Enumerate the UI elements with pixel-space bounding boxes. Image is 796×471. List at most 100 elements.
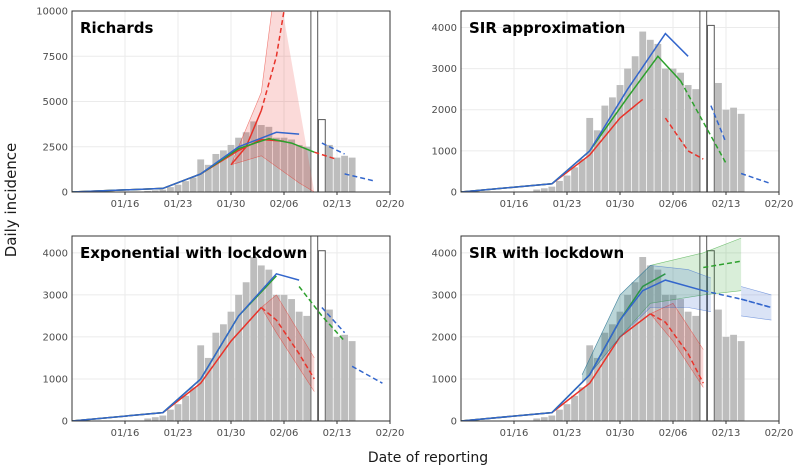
- red-band-upper-line: [261, 294, 315, 359]
- x-tick-label: 02/13: [712, 199, 741, 210]
- plot-content: [461, 236, 772, 421]
- panel-frame: [460, 235, 780, 422]
- red-projection-line: [260, 306, 315, 380]
- bar: [677, 72, 684, 192]
- bar: [609, 97, 616, 192]
- red-band-lower-line: [261, 307, 315, 392]
- y-tick-label: 10000: [36, 7, 68, 18]
- bar: [288, 299, 295, 421]
- outlined-bar: [699, 11, 708, 192]
- bar: [601, 105, 609, 192]
- x-tick-label: 02/06: [659, 428, 688, 439]
- red-projection-line: [314, 151, 338, 161]
- outlined-bar: [317, 250, 326, 421]
- x-tick-label: 01/30: [217, 428, 246, 439]
- y-tick-label: 3000: [432, 290, 457, 301]
- bar: [662, 68, 669, 192]
- bar: [159, 415, 167, 421]
- y-tick-label: 0: [451, 417, 457, 428]
- outlined-bar: [706, 24, 715, 192]
- bar: [265, 269, 273, 421]
- bar: [303, 315, 311, 421]
- bar: [677, 299, 684, 421]
- x-tick-label: 01/30: [217, 199, 246, 210]
- bar: [654, 269, 662, 421]
- bar: [624, 294, 631, 421]
- blue-projection-line: [740, 298, 772, 309]
- outlined-bar: [706, 250, 715, 421]
- bar: [159, 189, 167, 192]
- bar: [684, 311, 692, 421]
- bar: [144, 418, 152, 421]
- bar: [715, 82, 722, 192]
- y-tick-label: 2500: [43, 142, 68, 153]
- y-tick-label: 3000: [43, 290, 68, 301]
- x-axis-label: Date of reporting: [368, 450, 488, 466]
- panel-2: 0 1000 2000 3000 4000 01/16 01/23 01/30 02/06 02/…: [432, 10, 793, 210]
- x-tick-label: 01/16: [500, 428, 529, 439]
- blue-fit-line: [72, 131, 300, 192]
- panel-title: SIR with lockdown: [469, 244, 624, 262]
- red-band-lower-line: [650, 313, 704, 388]
- y-tick-label: 0: [62, 417, 68, 428]
- bar: [242, 282, 250, 421]
- panel-4: 0 1000 2000 3000 4000 01/16 01/23 01/30 02/06 02/…: [432, 235, 794, 439]
- bar: [212, 332, 220, 421]
- plot-content: [72, 11, 376, 192]
- bar: [257, 125, 265, 192]
- bar: [333, 157, 341, 192]
- bar: [204, 357, 212, 421]
- bar: [556, 180, 563, 192]
- y-tick-label: 5000: [43, 97, 68, 108]
- outlined-bar: [310, 236, 319, 421]
- bar: [631, 282, 639, 421]
- bar: [722, 336, 730, 421]
- x-tick-label: 01/16: [500, 199, 529, 210]
- bar: [333, 336, 341, 421]
- x-tick-label: 01/23: [553, 428, 582, 439]
- bar: [348, 341, 356, 421]
- bar: [288, 139, 295, 192]
- red-projection-line: [649, 313, 704, 384]
- blue-projection-line: [321, 142, 345, 155]
- x-tick-label: 02/20: [765, 428, 794, 439]
- bar: [257, 265, 265, 421]
- bar: [204, 164, 212, 192]
- bar: [197, 159, 205, 192]
- x-tick-label: 02/20: [376, 199, 405, 210]
- bar: [174, 404, 182, 421]
- blue-projection-line: [710, 105, 727, 143]
- x-tick-label: 02/06: [270, 199, 299, 210]
- blue-projection-line: [351, 365, 383, 384]
- y-axis-label: Daily incidence: [2, 143, 20, 258]
- bar: [593, 357, 601, 421]
- red-uncertainty-band: [650, 303, 704, 388]
- green-projection-line: [298, 286, 346, 342]
- x-tick-label: 01/16: [111, 199, 140, 210]
- bar: [174, 184, 182, 192]
- bar: [280, 137, 288, 192]
- bar: [295, 311, 303, 421]
- green-projection-line: [703, 260, 742, 269]
- bar: [578, 387, 586, 421]
- y-tick-label: 2000: [43, 332, 68, 343]
- bar: [548, 186, 556, 192]
- bar: [646, 265, 654, 421]
- x-tick-label: 01/23: [164, 428, 193, 439]
- blue-uncertainty-band: [741, 286, 772, 321]
- x-tick-label: 01/30: [606, 199, 635, 210]
- panel-frame: [71, 235, 391, 422]
- panel-title: Richards: [80, 19, 154, 37]
- bar: [616, 85, 624, 192]
- y-tick-label: 3000: [432, 64, 457, 75]
- panel-frame: [460, 10, 780, 193]
- bar: [348, 157, 356, 192]
- blue-fit-line: [461, 279, 704, 421]
- plot-content: [72, 236, 383, 421]
- bar: [737, 341, 745, 421]
- bar: [593, 130, 601, 192]
- x-tick-label: 01/23: [553, 199, 582, 210]
- y-tick-label: 1000: [43, 374, 68, 385]
- bar: [578, 159, 586, 192]
